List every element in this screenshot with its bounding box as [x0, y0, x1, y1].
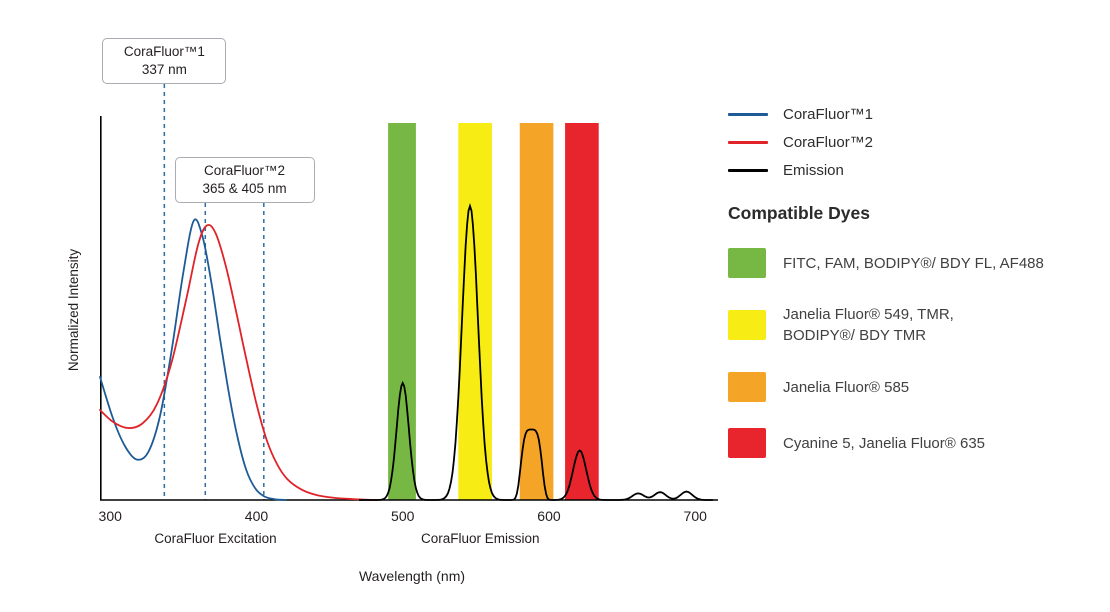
- series-corafluor2-excitation: [99, 223, 378, 501]
- legend-item-corafluor2: CoraFluor™2: [728, 134, 1100, 151]
- legend-item-emission: Emission: [728, 162, 1100, 179]
- x-tick-label-700: 700: [684, 508, 708, 524]
- series-corafluor1-excitation: [99, 218, 287, 501]
- x-tick-label-300: 300: [99, 508, 123, 524]
- dye-swatch-green: [728, 248, 766, 278]
- legend-line-corafluor1-icon: [728, 113, 768, 116]
- callout-value: 337 nm: [141, 62, 187, 77]
- filter-band-2: [519, 123, 554, 500]
- dye-row-green: FITC, FAM, BODIPY®/ BDY FL, AF488: [728, 248, 1100, 278]
- dye-label-yellow: Janelia Fluor® 549, TMR, BODIPY®/ BDY TM…: [783, 306, 954, 344]
- callout-value: 365 & 405 nm: [202, 181, 287, 196]
- callout-title: CoraFluor™2: [204, 162, 286, 178]
- dye-label-red: Cyanine 5, Janelia Fluor® 635: [783, 434, 986, 452]
- legend-label-emission: Emission: [783, 162, 844, 179]
- legend-line-corafluor2-icon: [728, 141, 768, 144]
- y-axis-title: Normalized Intensity: [66, 249, 81, 372]
- legend-line-emission-icon: [728, 169, 768, 172]
- series-emission: [358, 202, 713, 501]
- x-tick-label-500: 500: [391, 508, 415, 524]
- legend-item-corafluor1: CoraFluor™1: [728, 106, 1100, 123]
- filter-band-3: [565, 123, 599, 500]
- legend-label-corafluor2: CoraFluor™2: [783, 134, 874, 151]
- dye-swatch-orange: [728, 372, 766, 402]
- dye-swatch-yellow: [728, 310, 766, 340]
- x-axis-title: Wavelength (nm): [359, 568, 465, 584]
- x-tick-label-600: 600: [537, 508, 561, 524]
- series-legend: CoraFluor™1 CoraFluor™2 Emission: [728, 106, 1100, 179]
- callout-corafluor2-365-405nm: CoraFluor™2 365 & 405 nm: [174, 157, 315, 203]
- dye-row-red: Cyanine 5, Janelia Fluor® 635: [728, 428, 1100, 458]
- legend-panel: CoraFluor™1 CoraFluor™2 Emission Compati…: [728, 106, 1100, 484]
- dye-row-yellow: Janelia Fluor® 549, TMR, BODIPY®/ BDY TM…: [728, 304, 1100, 346]
- dye-row-orange: Janelia Fluor® 585: [728, 372, 1100, 402]
- callout-corafluor1-337nm: CoraFluor™1 337 nm: [102, 38, 227, 84]
- callout-title: CoraFluor™1: [123, 43, 205, 59]
- x-tick-label-400: 400: [245, 508, 269, 524]
- dye-label-orange: Janelia Fluor® 585: [783, 378, 910, 396]
- axis-sublabel-1: CoraFluor Emission: [421, 531, 540, 546]
- compatible-dyes-heading: Compatible Dyes: [728, 203, 870, 223]
- dye-label-green: FITC, FAM, BODIPY®/ BDY FL, AF488: [783, 254, 1044, 272]
- legend-label-corafluor1: CoraFluor™1: [783, 106, 874, 123]
- axis-sublabel-0: CoraFluor Excitation: [154, 531, 276, 546]
- dye-swatch-red: [728, 428, 766, 458]
- filter-band-1: [458, 123, 492, 500]
- filter-band-0: [388, 123, 416, 500]
- spectra-chart: 300 400 500 600 700 CoraFluor Excitation CoraF…: [66, 84, 718, 584]
